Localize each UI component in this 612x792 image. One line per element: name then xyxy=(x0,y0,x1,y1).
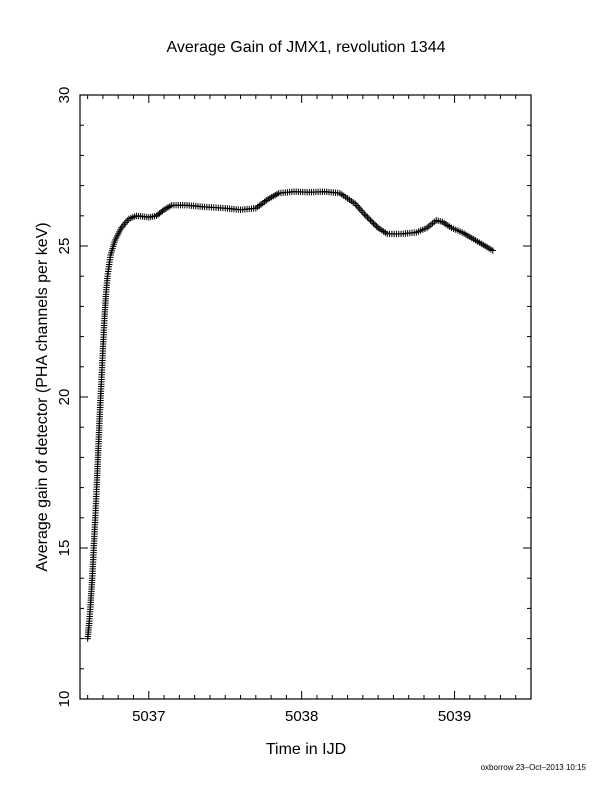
data-point xyxy=(358,207,365,214)
data-point xyxy=(355,203,362,211)
data-point xyxy=(371,221,379,229)
data-point xyxy=(370,220,377,227)
x-axis: 5037 5038 5039 xyxy=(87,95,532,725)
footer-credit: oxborrow 23–Oct–2013 10:15 xyxy=(481,763,587,772)
data-point xyxy=(365,215,373,223)
y-tick-label: 25 xyxy=(56,238,73,255)
data-point xyxy=(489,247,496,254)
data-point xyxy=(356,205,363,213)
plot-frame xyxy=(79,94,532,700)
data-point xyxy=(364,214,371,221)
y-axis: 10 15 20 25 30 xyxy=(56,87,531,708)
data-point xyxy=(361,210,368,218)
x-tick-label: 5037 xyxy=(132,708,165,725)
y-tick-label: 20 xyxy=(56,389,73,406)
data-point xyxy=(368,218,376,226)
data-point xyxy=(353,202,360,209)
data-point xyxy=(367,217,374,224)
y-axis-label: Average gain of detector (PHA channels p… xyxy=(34,222,51,571)
data-point xyxy=(373,223,380,230)
x-tick-label: 5039 xyxy=(438,708,471,725)
y-tick-label: 30 xyxy=(56,87,73,104)
chart-title: Average Gain of JMX1, revolution 1344 xyxy=(167,39,446,56)
data-point xyxy=(362,212,370,219)
y-tick-label: 10 xyxy=(56,691,73,708)
x-tick-label: 5038 xyxy=(285,708,318,725)
x-axis-label: Time in IJD xyxy=(266,741,346,758)
data-markers xyxy=(84,188,496,642)
y-tick-label: 15 xyxy=(56,540,73,557)
data-point xyxy=(359,209,367,216)
data-point xyxy=(159,207,166,215)
